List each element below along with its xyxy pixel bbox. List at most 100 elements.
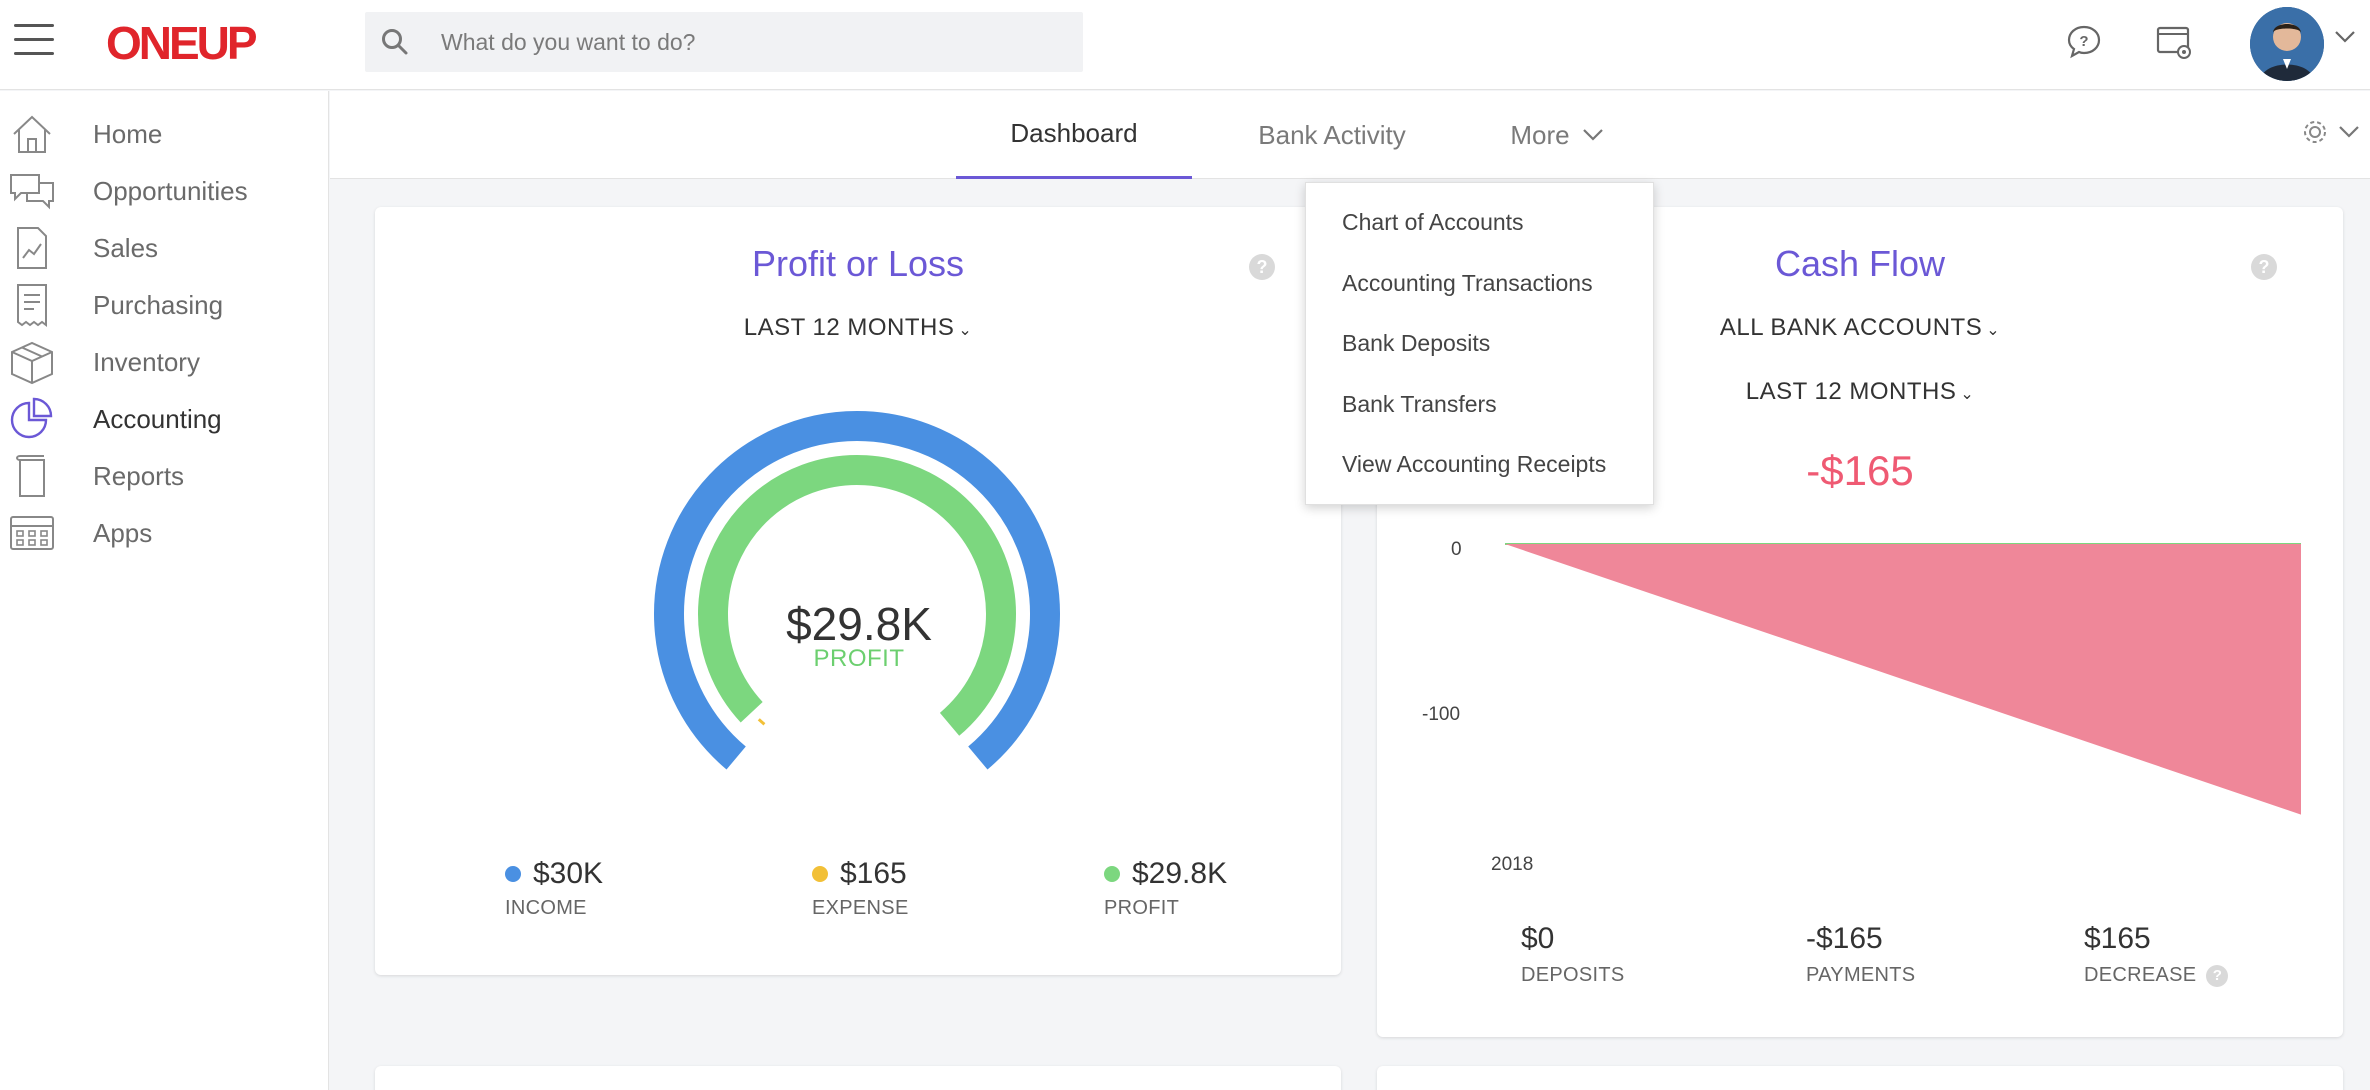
tab-label: Bank Activity bbox=[1258, 119, 1406, 150]
stat-label: DEPOSITS bbox=[1521, 964, 1625, 986]
menu-item-bank-transfers[interactable]: Bank Transfers bbox=[1342, 391, 1497, 417]
center-label: PROFIT bbox=[813, 645, 905, 672]
top-bar: ONEUP ? bbox=[0, 0, 2370, 90]
sidebar-item-apps[interactable]: Apps bbox=[0, 498, 329, 568]
avatar[interactable] bbox=[2250, 7, 2324, 81]
period-dropdown[interactable]: LAST 12 MONTHS ⌄ bbox=[743, 314, 973, 341]
sidebar: Home Opportunities Sales Purchasing Inve… bbox=[0, 91, 329, 1090]
stat-value: $0 bbox=[1521, 922, 1555, 955]
sidebar-item-label: Sales bbox=[93, 232, 159, 263]
sidebar-item-label: Reports bbox=[93, 460, 185, 491]
sidebar-item-label: Inventory bbox=[93, 346, 200, 377]
sidebar-item-inventory[interactable]: Inventory bbox=[0, 327, 329, 397]
y-tick-label: -100 bbox=[1422, 704, 1461, 725]
legend-value: $165 bbox=[840, 857, 907, 890]
legend-value: $29.8K bbox=[1132, 857, 1228, 890]
svg-text:?: ? bbox=[2079, 33, 2088, 50]
menu-item-chart-of-accounts[interactable]: Chart of Accounts bbox=[1342, 209, 1524, 235]
menu-item-view-accounting-receipts[interactable]: View Accounting Receipts bbox=[1342, 451, 1607, 477]
tab-dashboard[interactable]: Dashboard bbox=[956, 91, 1192, 179]
legend-label: INCOME bbox=[505, 897, 587, 919]
receipt-icon bbox=[2, 277, 62, 333]
stat-value: -$165 bbox=[1806, 922, 1883, 955]
legend-label: PROFIT bbox=[1104, 897, 1180, 919]
report-icon bbox=[2, 448, 62, 504]
dashboard-card bbox=[375, 1066, 1341, 1090]
sidebar-item-label: Accounting bbox=[93, 403, 222, 434]
sidebar-item-accounting[interactable]: Accounting bbox=[0, 384, 329, 454]
accounts-dropdown[interactable]: ALL BANK ACCOUNTS ⌄ bbox=[1719, 314, 2001, 341]
sidebar-item-label: Opportunities bbox=[93, 175, 248, 206]
period-dropdown[interactable]: LAST 12 MONTHS ⌄ bbox=[1745, 378, 1975, 405]
hamburger-menu-icon[interactable] bbox=[14, 24, 54, 58]
stat-value: $165 bbox=[2084, 922, 2151, 955]
legend-dot bbox=[505, 866, 521, 882]
cash-flow-chart bbox=[1505, 543, 2301, 815]
net-cash-flow: -$165 bbox=[1806, 447, 1914, 494]
stat-decrease: $165 DECREASE? bbox=[2084, 922, 2229, 987]
legend-income: $30K INCOME bbox=[505, 857, 603, 920]
stat-deposits: $0 DEPOSITS bbox=[1521, 922, 1625, 987]
card-title: Profit or Loss bbox=[751, 243, 965, 284]
tab-label: Dashboard bbox=[1010, 118, 1138, 148]
dashboard-settings-button[interactable] bbox=[2300, 117, 2360, 147]
pie-chart-icon bbox=[2, 391, 62, 447]
income-arc bbox=[654, 411, 1060, 770]
sub-navigation: Dashboard Bank Activity More bbox=[330, 91, 2370, 179]
stat-label: DECREASE bbox=[2084, 964, 2197, 986]
period-label: LAST 12 MONTHS bbox=[743, 314, 955, 341]
search-icon bbox=[365, 27, 425, 57]
search-input[interactable] bbox=[425, 28, 1045, 56]
menu-item-bank-deposits[interactable]: Bank Deposits bbox=[1342, 330, 1491, 356]
help-icon[interactable]: ? bbox=[2206, 964, 2229, 987]
chevron-down-icon bbox=[1582, 129, 1603, 141]
legend-value: $30K bbox=[533, 857, 604, 890]
menu-item-accounting-transactions[interactable]: Accounting Transactions bbox=[1342, 270, 1593, 296]
tab-more[interactable]: More bbox=[1472, 91, 1642, 179]
sidebar-item-label: Home bbox=[93, 118, 163, 149]
search-bar[interactable] bbox=[365, 12, 1083, 72]
home-icon bbox=[2, 106, 62, 162]
chevron-down-icon[interactable] bbox=[2334, 30, 2356, 49]
sidebar-item-sales[interactable]: Sales bbox=[0, 213, 329, 283]
profit-gauge bbox=[654, 411, 1060, 770]
legend-dot bbox=[812, 866, 828, 882]
x-tick-label: 2018 bbox=[1491, 854, 1534, 875]
legend-dot bbox=[1104, 866, 1120, 882]
legend-label: EXPENSE bbox=[812, 897, 909, 919]
box-icon bbox=[2, 334, 62, 390]
sidebar-item-reports[interactable]: Reports bbox=[0, 441, 329, 511]
screen-settings-icon[interactable] bbox=[2150, 18, 2198, 66]
apps-grid-icon bbox=[2, 505, 62, 561]
period-label: LAST 12 MONTHS bbox=[1745, 378, 1957, 405]
sidebar-item-home[interactable]: Home bbox=[0, 99, 329, 169]
help-chat-icon[interactable]: ? bbox=[2060, 18, 2108, 66]
profit-loss-card: Profit or Loss ? LAST 12 MONTHS ⌄ $29.8K … bbox=[375, 207, 1341, 975]
sidebar-item-label: Purchasing bbox=[93, 289, 224, 320]
legend-profit: $29.8K PROFIT bbox=[1104, 857, 1227, 920]
y-tick-label: 0 bbox=[1451, 539, 1462, 560]
tab-bank-activity[interactable]: Bank Activity bbox=[1216, 91, 1448, 179]
chat-bubbles-icon bbox=[2, 163, 62, 219]
dashboard-card bbox=[1377, 1066, 2343, 1090]
stat-label: PAYMENTS bbox=[1806, 964, 1916, 986]
sidebar-item-opportunities[interactable]: Opportunities bbox=[0, 156, 329, 226]
stat-payments: -$165 PAYMENTS bbox=[1806, 922, 1915, 987]
profit-arc bbox=[698, 455, 1016, 736]
more-dropdown-menu: Chart of Accounts Accounting Transaction… bbox=[1305, 182, 1654, 505]
cash-flow-area bbox=[1505, 544, 2301, 815]
expense-arc bbox=[757, 718, 766, 726]
tab-label: More bbox=[1510, 119, 1570, 150]
help-icon[interactable]: ? bbox=[1249, 254, 1275, 280]
help-icon[interactable]: ? bbox=[2251, 254, 2277, 280]
card-title: Cash Flow bbox=[1774, 243, 1946, 284]
chart-document-icon bbox=[2, 220, 62, 276]
accounts-label: ALL BANK ACCOUNTS bbox=[1719, 314, 1983, 341]
legend-expense: $165 EXPENSE bbox=[812, 857, 909, 920]
sidebar-item-label: Apps bbox=[93, 517, 153, 548]
oneup-logo[interactable]: ONEUP bbox=[106, 17, 258, 69]
center-amount: $29.8K bbox=[786, 598, 932, 650]
sidebar-item-purchasing[interactable]: Purchasing bbox=[0, 270, 329, 340]
chevron-down-icon bbox=[2339, 126, 2359, 138]
gear-icon bbox=[2304, 121, 2326, 143]
